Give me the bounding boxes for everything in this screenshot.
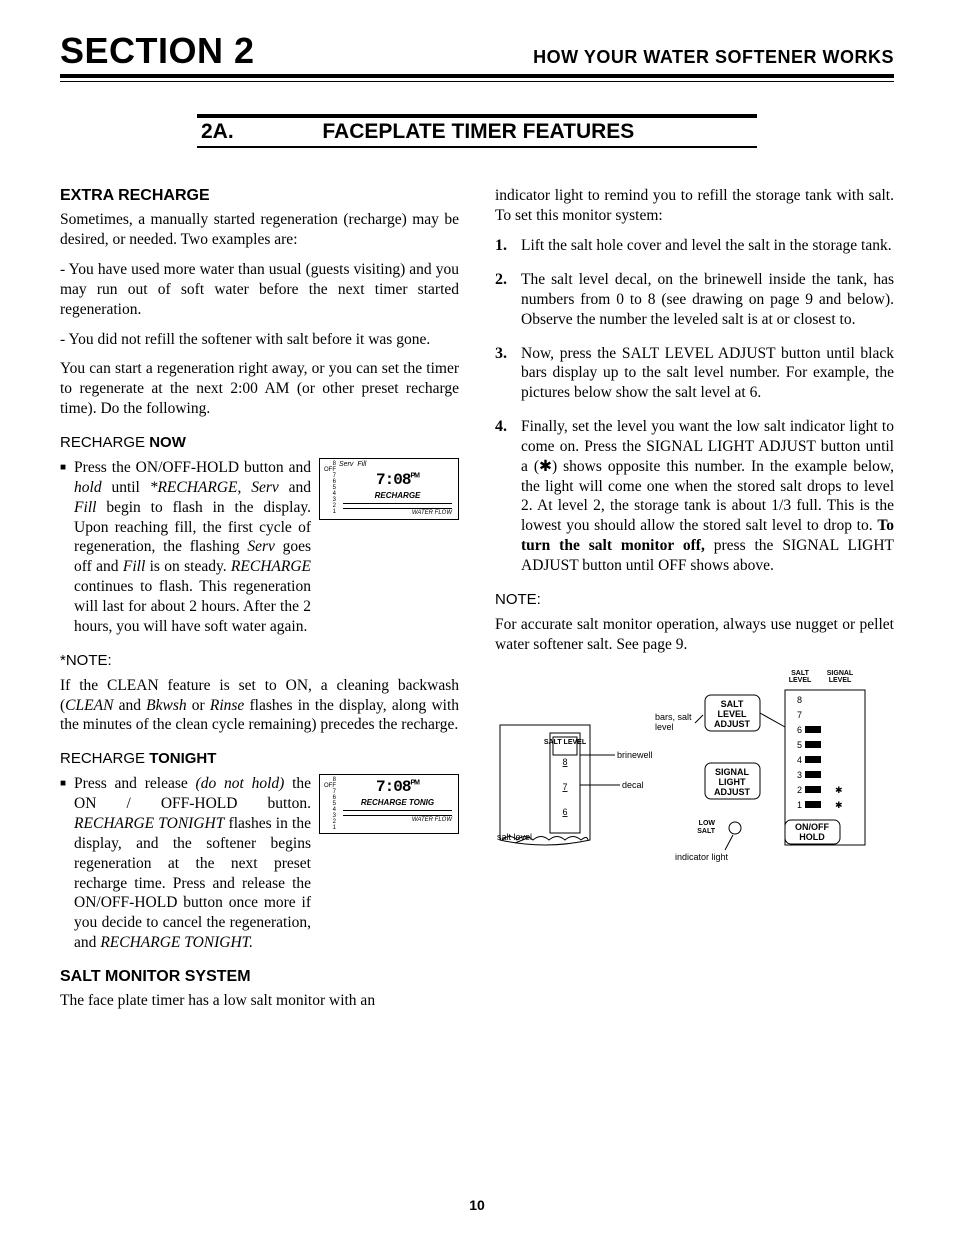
- lcd-scale: 8 OFF 7 6 5 4 3 2 1: [322, 461, 336, 517]
- svg-text:LIGHT: LIGHT: [719, 777, 746, 787]
- lcd-recharge: RECHARGE: [343, 491, 452, 504]
- para: Sometimes, a manually started regenerati…: [60, 210, 459, 250]
- lcd-display-now: 8 OFF 7 6 5 4 3 2 1 Serv Fill: [319, 458, 459, 520]
- steps-list: 1.Lift the salt hole cover and level the…: [495, 236, 894, 576]
- para: indicator light to remind you to refill …: [495, 186, 894, 226]
- svg-text:6: 6: [797, 725, 802, 735]
- para: If the CLEAN feature is set to ON, a cle…: [60, 676, 459, 735]
- heading-recharge-now: RECHARGE NOW: [60, 433, 459, 452]
- svg-text:SALT LEVEL: SALT LEVEL: [544, 739, 587, 746]
- svg-text:salt level: salt level: [497, 832, 532, 842]
- svg-text:LEVEL: LEVEL: [717, 709, 747, 719]
- para: - You did not refill the softener with s…: [60, 330, 459, 350]
- para: - You have used more water than usual (g…: [60, 260, 459, 319]
- heading-salt-monitor: SALT MONITOR SYSTEM: [60, 967, 459, 987]
- svg-text:ON/OFF: ON/OFF: [795, 822, 829, 832]
- square-bullet-icon: ■: [60, 458, 66, 636]
- lcd-time: 7:08PM: [339, 470, 456, 490]
- svg-text:2: 2: [797, 785, 802, 795]
- subsection-header: 2A. FACEPLATE TIMER FEATURES: [197, 114, 757, 148]
- step: 4.Finally, set the level you want the lo…: [495, 417, 894, 576]
- right-column: indicator light to remind you to refill …: [495, 186, 894, 1011]
- header-rule: [60, 81, 894, 82]
- svg-text:LEVEL: LEVEL: [829, 677, 852, 684]
- columns: EXTRA RECHARGE Sometimes, a manually sta…: [60, 186, 894, 1011]
- para: The face plate timer has a low salt moni…: [60, 991, 459, 1011]
- svg-text:brinewell: brinewell: [617, 750, 653, 760]
- heading-note2: NOTE:: [495, 590, 894, 609]
- step: 2.The salt level decal, on the brinewell…: [495, 270, 894, 329]
- sub-rule-bottom: [197, 146, 757, 148]
- heading-extra-recharge: EXTRA RECHARGE: [60, 186, 459, 206]
- svg-text:SALT: SALT: [791, 670, 809, 677]
- header: SECTION 2 HOW YOUR WATER SOFTENER WORKS: [60, 30, 894, 78]
- lcd-recharge: RECHARGE TONIG: [343, 798, 452, 811]
- svg-text:HOLD: HOLD: [799, 832, 825, 842]
- svg-text:5: 5: [797, 740, 802, 750]
- bullet-text: Press the ON/OFF-HOLD button and hold un…: [74, 458, 311, 636]
- lcd-serv: Serv: [339, 461, 353, 470]
- svg-text:LOW: LOW: [699, 820, 716, 827]
- section-subtitle: HOW YOUR WATER SOFTENER WORKS: [533, 47, 894, 68]
- svg-text:4: 4: [797, 755, 802, 765]
- heading-recharge-tonight: RECHARGE TONIGHT: [60, 749, 459, 768]
- lcd-waterflow: WATER FLOW: [343, 815, 452, 825]
- bullet: ■ Press and release (do not hold) the ON…: [60, 774, 311, 952]
- square-bullet-icon: ■: [60, 774, 66, 952]
- salt-diagram: .lbl { font-family: Arial, sans-serif; f…: [495, 665, 894, 891]
- lcd-display-tonight: 8 OFF 7 6 5 4 3 2 1 7:08PM RECHARGE TONI…: [319, 774, 459, 834]
- bullet-text: Press and release (do not hold) the ON /…: [74, 774, 311, 952]
- svg-text:bars, salt: bars, salt: [655, 712, 692, 722]
- lcd-fill: Fill: [357, 461, 366, 470]
- page-number: 10: [0, 1197, 954, 1213]
- svg-text:SALT: SALT: [721, 699, 744, 709]
- svg-text:✱: ✱: [835, 800, 843, 810]
- svg-text:6: 6: [562, 807, 567, 817]
- svg-text:LEVEL: LEVEL: [789, 677, 812, 684]
- step: 1.Lift the salt hole cover and level the…: [495, 236, 894, 256]
- para: You can start a regeneration right away,…: [60, 359, 459, 418]
- lcd-scale: 8 OFF 7 6 5 4 3 2 1: [322, 777, 336, 831]
- bullet: ■ Press the ON/OFF-HOLD button and hold …: [60, 458, 311, 636]
- svg-text:ADJUST: ADJUST: [714, 787, 751, 797]
- subsection-number: 2A.: [201, 120, 234, 144]
- lcd-time: 7:08PM: [339, 777, 456, 797]
- step: 3.Now, press the SALT LEVEL ADJUST butto…: [495, 344, 894, 403]
- left-column: EXTRA RECHARGE Sometimes, a manually sta…: [60, 186, 459, 1011]
- para: For accurate salt monitor operation, alw…: [495, 615, 894, 655]
- page: SECTION 2 HOW YOUR WATER SOFTENER WORKS …: [0, 0, 954, 1235]
- svg-text:indicator light: indicator light: [675, 852, 729, 862]
- level-scale: 8 7 6 5 4 3 2 ✱ 1 ✱: [797, 695, 843, 810]
- svg-text:decal: decal: [622, 780, 644, 790]
- diagram-svg: .lbl { font-family: Arial, sans-serif; f…: [495, 665, 885, 885]
- svg-text:7: 7: [797, 710, 802, 720]
- lcd-waterflow: WATER FLOW: [343, 508, 452, 518]
- subsection-name: FACEPLATE TIMER FEATURES: [322, 120, 634, 144]
- svg-text:3: 3: [797, 770, 802, 780]
- svg-text:SIGNAL: SIGNAL: [715, 767, 750, 777]
- svg-text:level: level: [655, 722, 674, 732]
- svg-text:7: 7: [562, 782, 567, 792]
- heading-note: *NOTE:: [60, 651, 459, 670]
- section-title: SECTION 2: [60, 30, 255, 72]
- svg-text:ADJUST: ADJUST: [714, 719, 751, 729]
- svg-text:SALT: SALT: [697, 828, 715, 835]
- svg-text:1: 1: [797, 800, 802, 810]
- svg-text:✱: ✱: [835, 785, 843, 795]
- svg-text:8: 8: [562, 757, 567, 767]
- svg-text:8: 8: [797, 695, 802, 705]
- svg-text:SIGNAL: SIGNAL: [827, 670, 854, 677]
